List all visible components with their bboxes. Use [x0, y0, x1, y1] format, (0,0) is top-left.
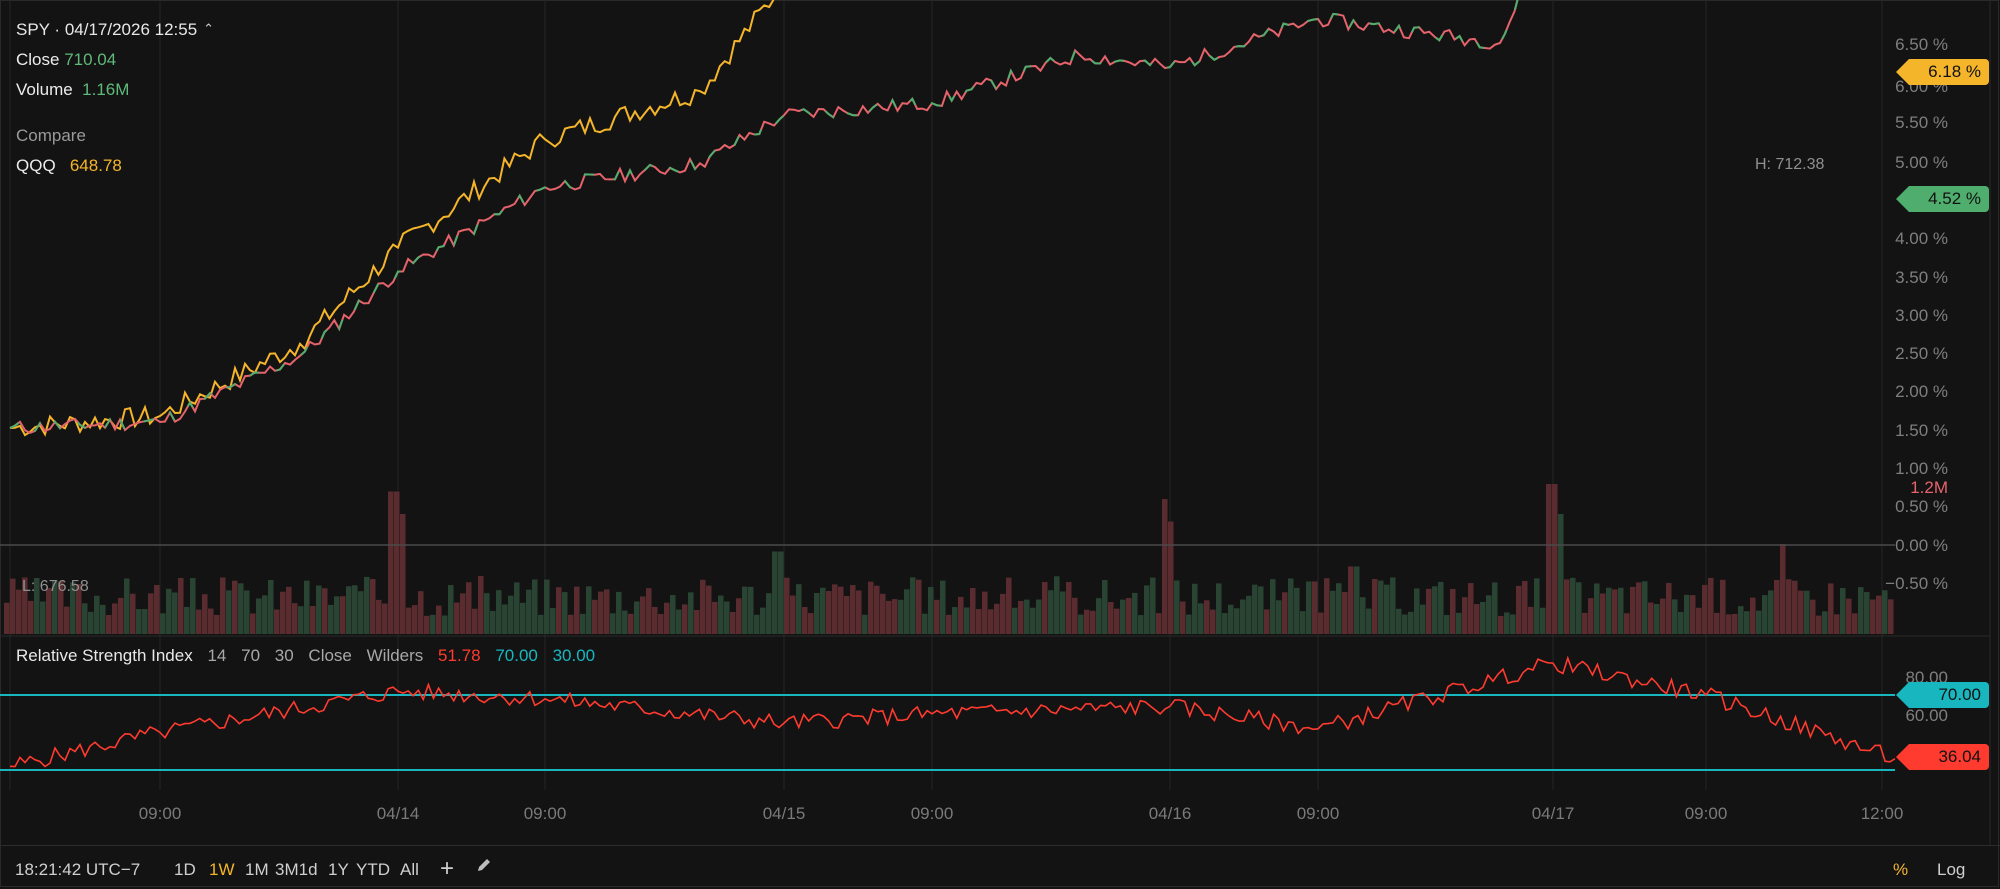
rsi-lower-param: 30 [274, 646, 294, 665]
clock: 18:21:42 UTC−7 [15, 860, 141, 879]
y-tick: 2.50 % [1895, 344, 1948, 363]
range-ytd[interactable]: YTD [356, 860, 390, 879]
high-label: H: 712.38 [1755, 156, 1825, 173]
symbol-datetime: SPY · 04/17/2026 12:55 [16, 20, 198, 39]
vertical-gridlines [9, 0, 1883, 790]
y-tick: 6.50 % [1895, 35, 1948, 54]
rsi-smoothing: Wilders [366, 646, 424, 665]
y-tick: 3.00 % [1895, 306, 1948, 325]
close-label: Close [16, 50, 60, 69]
x-label: 09:00 [523, 804, 567, 823]
x-label: 09:00 [910, 804, 954, 823]
range-all[interactable]: All [400, 860, 419, 879]
legend-volume-row: Volume 1.16M [16, 75, 214, 105]
spy-price-tag: 4.52 % [1896, 186, 1989, 212]
y-tick: 4.00 % [1895, 229, 1948, 248]
qqq-price-tag: 6.18 % [1896, 59, 1989, 85]
rsi-length: 14 [207, 646, 227, 665]
x-label: 04/16 [1148, 804, 1192, 823]
volume-value: 1.16M [82, 80, 130, 99]
x-label: 04/14 [376, 804, 420, 823]
volume-max-label: 1.2M [1910, 478, 1948, 497]
range-1w[interactable]: 1W [209, 860, 235, 879]
compare-value: 648.78 [69, 156, 122, 175]
y-tick: 1.50 % [1895, 421, 1948, 440]
y-tick: 3.50 % [1895, 268, 1948, 287]
rsi-upper-param: 70 [241, 646, 261, 665]
rsi-y-tick: 60.00 [1905, 706, 1948, 725]
rsi-value: 51.78 [438, 646, 481, 665]
rsi-legend[interactable]: Relative Strength Index 14 70 30 Close W… [16, 646, 605, 666]
y-tick: 1.00 % [1895, 459, 1948, 478]
x-label: 09:00 [1684, 804, 1728, 823]
rsi-lower-value: 30.00 [552, 646, 596, 665]
spy-line [9, 0, 1519, 434]
compare-label: Compare [16, 126, 86, 145]
rsi-upper-value: 70.00 [495, 646, 538, 665]
x-label: 04/15 [762, 804, 806, 823]
low-label: L: 676.58 [22, 578, 89, 595]
compare-row-qqq[interactable]: QQQ 648.78 [16, 151, 214, 181]
rsi-upper-tag: 70.00 [1896, 682, 1989, 708]
legend-title-row[interactable]: SPY · 04/17/2026 12:55 ⌃ [16, 14, 214, 45]
range-1d[interactable]: 1D [174, 860, 196, 879]
y-tick: 5.50 % [1895, 113, 1948, 132]
legend-panel: SPY · 04/17/2026 12:55 ⌃ Close 710.04 Vol… [16, 14, 214, 181]
spy-line-up-segments [9, 0, 1519, 434]
range-1y[interactable]: 1Y [328, 860, 349, 879]
pencil-icon[interactable] [475, 856, 493, 879]
bottom-toolbar: 18:21:42 UTC−7 1D 1W 1M 3M1d 1Y YTD All … [0, 845, 2000, 889]
chevron-up-icon[interactable]: ⌃ [203, 21, 215, 36]
rsi-source: Close [308, 646, 352, 665]
range-1m[interactable]: 1M [245, 860, 269, 879]
compare-heading: Compare [16, 121, 214, 151]
plus-icon[interactable]: + [440, 855, 455, 882]
close-value: 710.04 [64, 50, 117, 69]
y-tick: 0.00 % [1895, 536, 1948, 555]
rsi-line [9, 655, 1896, 768]
x-label: 12:00 [1860, 804, 1904, 823]
x-label: 04/17 [1531, 804, 1575, 823]
x-label: 09:00 [138, 804, 182, 823]
legend-close-row: Close 710.04 [16, 45, 214, 75]
volume-bars [4, 484, 1894, 634]
rsi-current-tag: 36.04 [1896, 744, 1989, 770]
y-tick: −0.50 % [1885, 574, 1948, 593]
y-tick: 5.00 % [1895, 153, 1948, 172]
rsi-name: Relative Strength Index [16, 646, 193, 665]
log-toggle[interactable]: Log [1937, 860, 1966, 879]
compare-symbol: QQQ [16, 156, 56, 175]
y-tick: 2.00 % [1895, 382, 1948, 401]
x-label: 09:00 [1296, 804, 1340, 823]
y-tick: 0.50 % [1895, 497, 1948, 516]
volume-label: Volume [16, 80, 73, 99]
percent-toggle[interactable]: % [1893, 860, 1909, 879]
range-3m1d[interactable]: 3M1d [275, 860, 318, 879]
qqq-line [9, 0, 775, 437]
